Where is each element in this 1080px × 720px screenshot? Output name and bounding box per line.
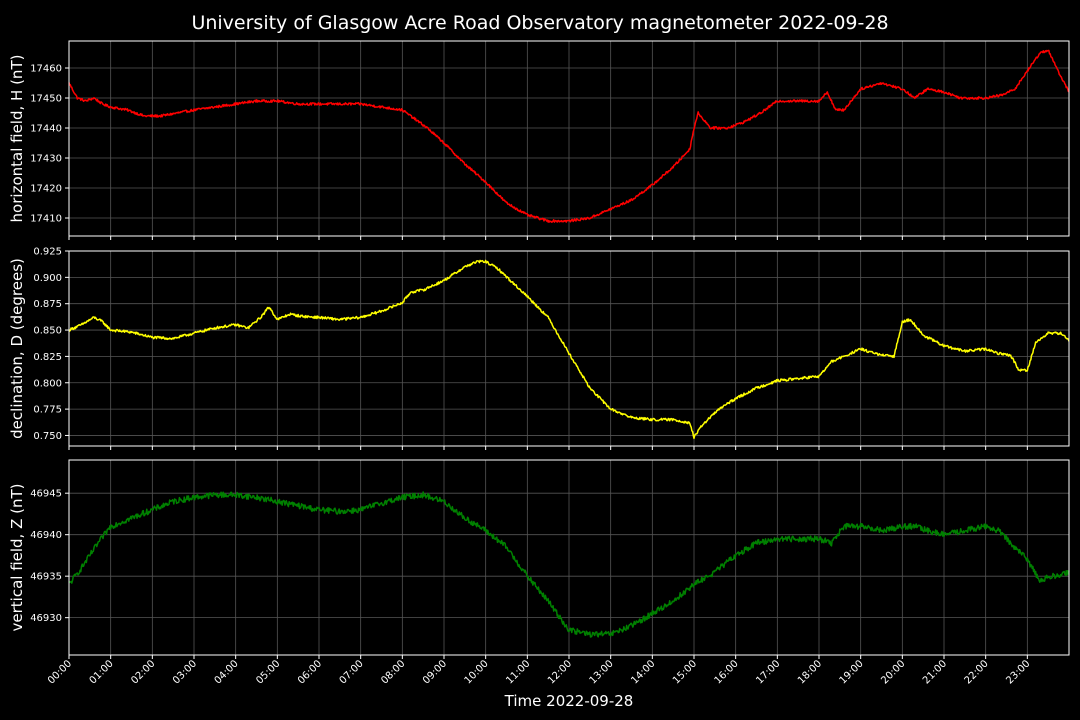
series-line-2 — [68, 491, 1070, 638]
y-tick-label: 17450 — [30, 94, 62, 105]
x-tick-label: 09:00 — [421, 658, 449, 686]
x-tick-label: 10:00 — [463, 658, 491, 686]
x-axis-ticks: 00:00 01:00 02:00 03:00 04:00 05:00 06:00 07:00… — [46, 658, 1032, 686]
y-tick-label: 0.850 — [33, 326, 62, 337]
y-axis-label-1: declination, D (degrees) — [8, 258, 26, 439]
x-tick-label: 13:00 — [588, 658, 616, 686]
y-tick-label: 17430 — [30, 154, 62, 165]
x-tick-label: 01:00 — [88, 658, 116, 686]
series-line-1 — [68, 259, 1070, 440]
y-tick-label: 0.750 — [33, 431, 62, 442]
y-tick-label: 46930 — [30, 613, 62, 624]
panel-2: 46930 46935 46940 46945 vertical field, Z (n… — [8, 459, 1070, 659]
x-tick-label: 08:00 — [379, 658, 407, 686]
y-tick-label: 17460 — [30, 64, 62, 75]
chart-title: University of Glasgow Acre Road Observat… — [191, 12, 888, 34]
y-axis-label-2: vertical field, Z (nT) — [8, 483, 26, 631]
axes-frame-2 — [68, 459, 1070, 656]
series-line-0 — [68, 49, 1070, 223]
x-tick-label: 20:00 — [879, 658, 907, 686]
x-tick-label: 00:00 — [46, 658, 74, 686]
x-tick-label: 12:00 — [546, 658, 574, 686]
x-tick-label: 23:00 — [1004, 658, 1032, 686]
x-tick-label: 14:00 — [629, 658, 657, 686]
panels: 17410 17420 17430 17440 17450 17460 horizontal… — [8, 40, 1070, 659]
x-tick-label: 02:00 — [129, 658, 157, 686]
y-axis-label-0: horizontal field, H (nT) — [8, 55, 26, 223]
y-tick-label: 0.825 — [33, 352, 62, 363]
panel-1: 0.750 0.775 0.800 0.825 0.850 0.875 0.900 0.925… — [8, 247, 1070, 450]
x-tick-label: 03:00 — [171, 658, 199, 686]
x-tick-label: 16:00 — [713, 658, 741, 686]
y-tick-label: 46945 — [30, 489, 62, 500]
y-tick-label: 0.875 — [33, 299, 62, 310]
x-tick-label: 15:00 — [671, 658, 699, 686]
x-tick-label: 19:00 — [838, 658, 866, 686]
x-tick-label: 06:00 — [296, 658, 324, 686]
y-tick-label: 0.925 — [33, 247, 62, 258]
y-tick-label: 0.900 — [33, 273, 62, 284]
x-tick-label: 05:00 — [254, 658, 282, 686]
x-tick-label: 22:00 — [963, 658, 991, 686]
x-tick-label: 17:00 — [754, 658, 782, 686]
x-tick-label: 04:00 — [213, 658, 241, 686]
x-tick-label: 21:00 — [921, 658, 949, 686]
y-tick-label: 17440 — [30, 124, 62, 135]
x-tick-label: 18:00 — [796, 658, 824, 686]
y-tick-label: 17420 — [30, 184, 62, 195]
y-tick-label: 0.800 — [33, 378, 62, 389]
y-tick-label: 0.775 — [33, 405, 62, 416]
x-tick-label: 11:00 — [504, 658, 532, 686]
axes-frame-0 — [68, 40, 1070, 237]
y-tick-label: 46935 — [30, 572, 62, 583]
panel-0: 17410 17420 17430 17440 17450 17460 horizontal… — [8, 40, 1070, 240]
y-tick-label: 46940 — [30, 530, 62, 541]
x-axis-label: Time 2022-09-28 — [504, 692, 634, 710]
y-tick-label: 17410 — [30, 214, 62, 225]
axes-frame-1 — [68, 250, 1070, 447]
x-tick-label: 07:00 — [338, 658, 366, 686]
